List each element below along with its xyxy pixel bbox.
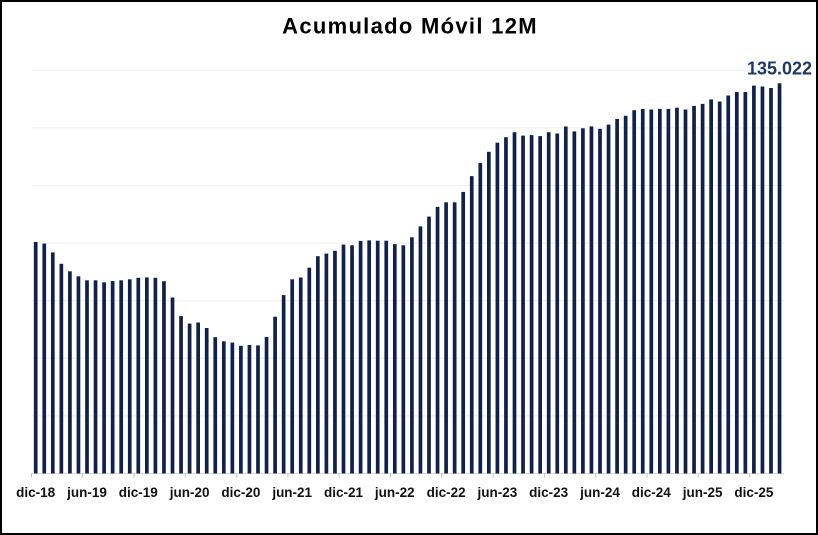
svg-text:dic-20: dic-20 — [221, 485, 260, 500]
svg-text:jun-25: jun-25 — [682, 485, 723, 500]
svg-text:jun-19: jun-19 — [66, 485, 107, 500]
svg-text:dic-21: dic-21 — [324, 485, 364, 500]
svg-text:jun-23: jun-23 — [477, 485, 518, 500]
svg-text:jun-24: jun-24 — [579, 485, 620, 500]
svg-text:dic-25: dic-25 — [734, 485, 774, 500]
svg-text:dic-22: dic-22 — [427, 485, 466, 500]
svg-text:jun-22: jun-22 — [374, 485, 415, 500]
svg-text:dic-23: dic-23 — [529, 485, 569, 500]
svg-text:dic-18: dic-18 — [16, 485, 56, 500]
svg-text:135.022: 135.022 — [747, 59, 812, 79]
svg-text:jun-21: jun-21 — [271, 485, 312, 500]
svg-text:jun-20: jun-20 — [169, 485, 210, 500]
svg-text:dic-24: dic-24 — [632, 485, 672, 500]
svg-text:Acumulado Móvil 12M: Acumulado Móvil 12M — [282, 14, 538, 39]
svg-text:dic-19: dic-19 — [119, 485, 158, 500]
